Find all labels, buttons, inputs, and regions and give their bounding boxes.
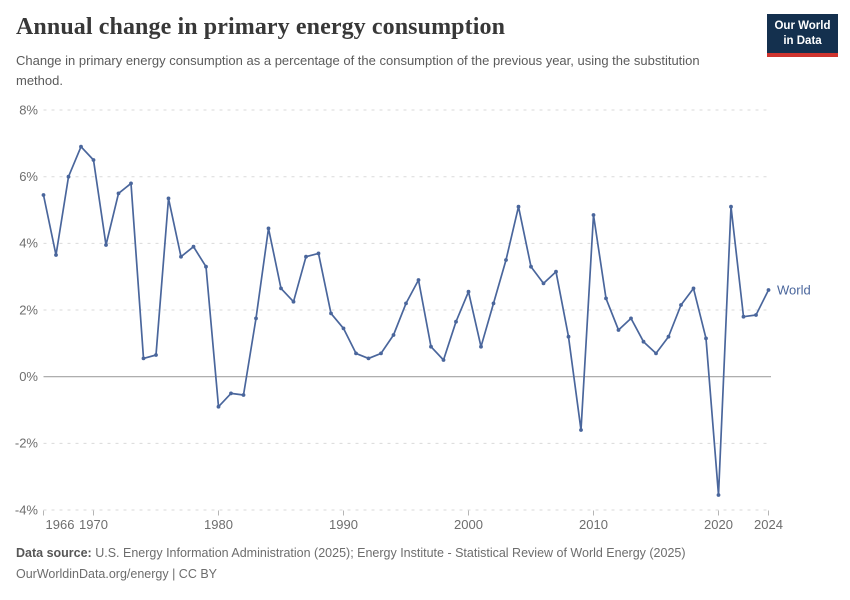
data-point-1972[interactable] [116, 191, 121, 196]
y-axis-label-0%: 0% [19, 369, 38, 384]
data-point-1977[interactable] [179, 254, 183, 259]
data-point-1971[interactable] [104, 243, 108, 247]
data-point-2000[interactable] [466, 289, 471, 294]
data-source-text: U.S. Energy Information Administration (… [91, 546, 686, 560]
data-point-1998[interactable] [441, 358, 446, 362]
data-point-1967[interactable] [54, 253, 58, 257]
series-label-world[interactable]: World [777, 283, 811, 298]
data-point-1993[interactable] [379, 351, 383, 356]
data-point-1991[interactable] [354, 351, 358, 356]
data-point-2015[interactable] [654, 351, 658, 356]
owid-logo-line2: in Data [783, 34, 822, 47]
data-point-1968[interactable] [66, 174, 71, 179]
data-point-2017[interactable] [679, 303, 683, 307]
data-point-1999[interactable] [454, 319, 458, 324]
x-axis-label-2010: 2010 [579, 517, 608, 532]
page-title: Annual change in primary energy consumpt… [16, 14, 506, 40]
world-line-series[interactable] [42, 145, 770, 496]
data-source-note: Data source: U.S. Energy Information Adm… [16, 546, 686, 560]
data-point-2003[interactable] [504, 258, 508, 262]
data-point-1975[interactable] [154, 353, 158, 357]
y-axis-label--2%: -2% [15, 436, 39, 451]
data-point-2018[interactable] [691, 286, 696, 291]
x-axis-label-2000: 2000 [454, 517, 483, 532]
owid-logo[interactable]: Our World in Data [767, 14, 838, 57]
data-point-2008[interactable] [566, 334, 571, 339]
data-point-2016[interactable] [666, 334, 671, 339]
data-point-2024[interactable] [766, 288, 771, 292]
chart-subtitle: Change in primary energy consumption as … [16, 53, 700, 88]
data-point-1976[interactable] [166, 196, 171, 201]
data-point-1992[interactable] [366, 356, 371, 361]
data-point-1970[interactable] [91, 158, 96, 162]
data-point-1994[interactable] [391, 333, 396, 337]
data-point-1982[interactable] [241, 393, 246, 397]
data-point-1990[interactable] [341, 326, 346, 331]
y-axis-label-6%: 6% [19, 169, 38, 184]
data-point-2007[interactable] [554, 269, 558, 274]
data-point-2021[interactable] [729, 204, 733, 209]
line-chart-canvas: 8% 6% 4% 2% 0% -2% -4% 1966 1970 1980 1990 2000 2010… [15, 102, 811, 532]
data-point-2004[interactable] [516, 204, 521, 209]
y-axis-label-4%: 4% [19, 236, 38, 251]
x-axis-label-2020: 2020 [704, 517, 733, 532]
data-point-1996[interactable] [416, 278, 421, 282]
x-axis-label-1966: 1966 [46, 517, 75, 532]
y-axis-label-8%: 8% [19, 102, 38, 117]
data-point-1966[interactable] [41, 193, 46, 197]
x-axis-label-1990: 1990 [329, 517, 358, 532]
data-point-1988[interactable] [316, 251, 321, 256]
data-point-1986[interactable] [291, 299, 296, 304]
license-link[interactable]: OurWorldinData.org/energy | CC BY [16, 567, 218, 581]
data-point-2001[interactable] [479, 344, 483, 349]
data-point-1987[interactable] [304, 254, 308, 259]
data-point-1980[interactable] [216, 404, 221, 409]
data-point-1978[interactable] [191, 244, 196, 249]
y-axis-label-2%: 2% [19, 302, 38, 317]
owid-logo-line1: Our World [774, 20, 831, 32]
data-point-2010[interactable] [591, 213, 596, 217]
x-axis-label-2024: 2024 [754, 517, 783, 532]
data-point-2019[interactable] [704, 336, 708, 341]
data-point-2023[interactable] [754, 313, 758, 317]
data-point-1997[interactable] [429, 344, 433, 349]
data-point-1974[interactable] [141, 356, 146, 361]
data-point-2005[interactable] [529, 264, 533, 269]
data-point-1983[interactable] [254, 316, 258, 321]
data-point-2011[interactable] [604, 296, 608, 301]
data-point-2009[interactable] [579, 428, 583, 432]
y-axis-label--4%: -4% [15, 502, 39, 517]
x-axis-label-1970: 1970 [79, 517, 108, 532]
data-point-1989[interactable] [329, 311, 333, 316]
data-point-1984[interactable] [266, 226, 271, 231]
data-point-1979[interactable] [204, 264, 208, 269]
data-source-label: Data source: [16, 546, 92, 560]
data-point-1969[interactable] [79, 144, 83, 149]
x-axis-label-1980: 1980 [204, 517, 233, 532]
data-point-1981[interactable] [229, 391, 233, 396]
data-point-1995[interactable] [404, 301, 408, 306]
data-point-2002[interactable] [491, 301, 496, 306]
data-point-2012[interactable] [616, 328, 621, 332]
data-point-2006[interactable] [541, 281, 546, 286]
data-point-2022[interactable] [741, 314, 746, 319]
data-point-1985[interactable] [279, 286, 283, 291]
data-point-2013[interactable] [629, 316, 633, 321]
data-point-2020[interactable] [716, 493, 721, 497]
data-point-1973[interactable] [129, 181, 133, 186]
data-point-2014[interactable] [641, 339, 646, 344]
